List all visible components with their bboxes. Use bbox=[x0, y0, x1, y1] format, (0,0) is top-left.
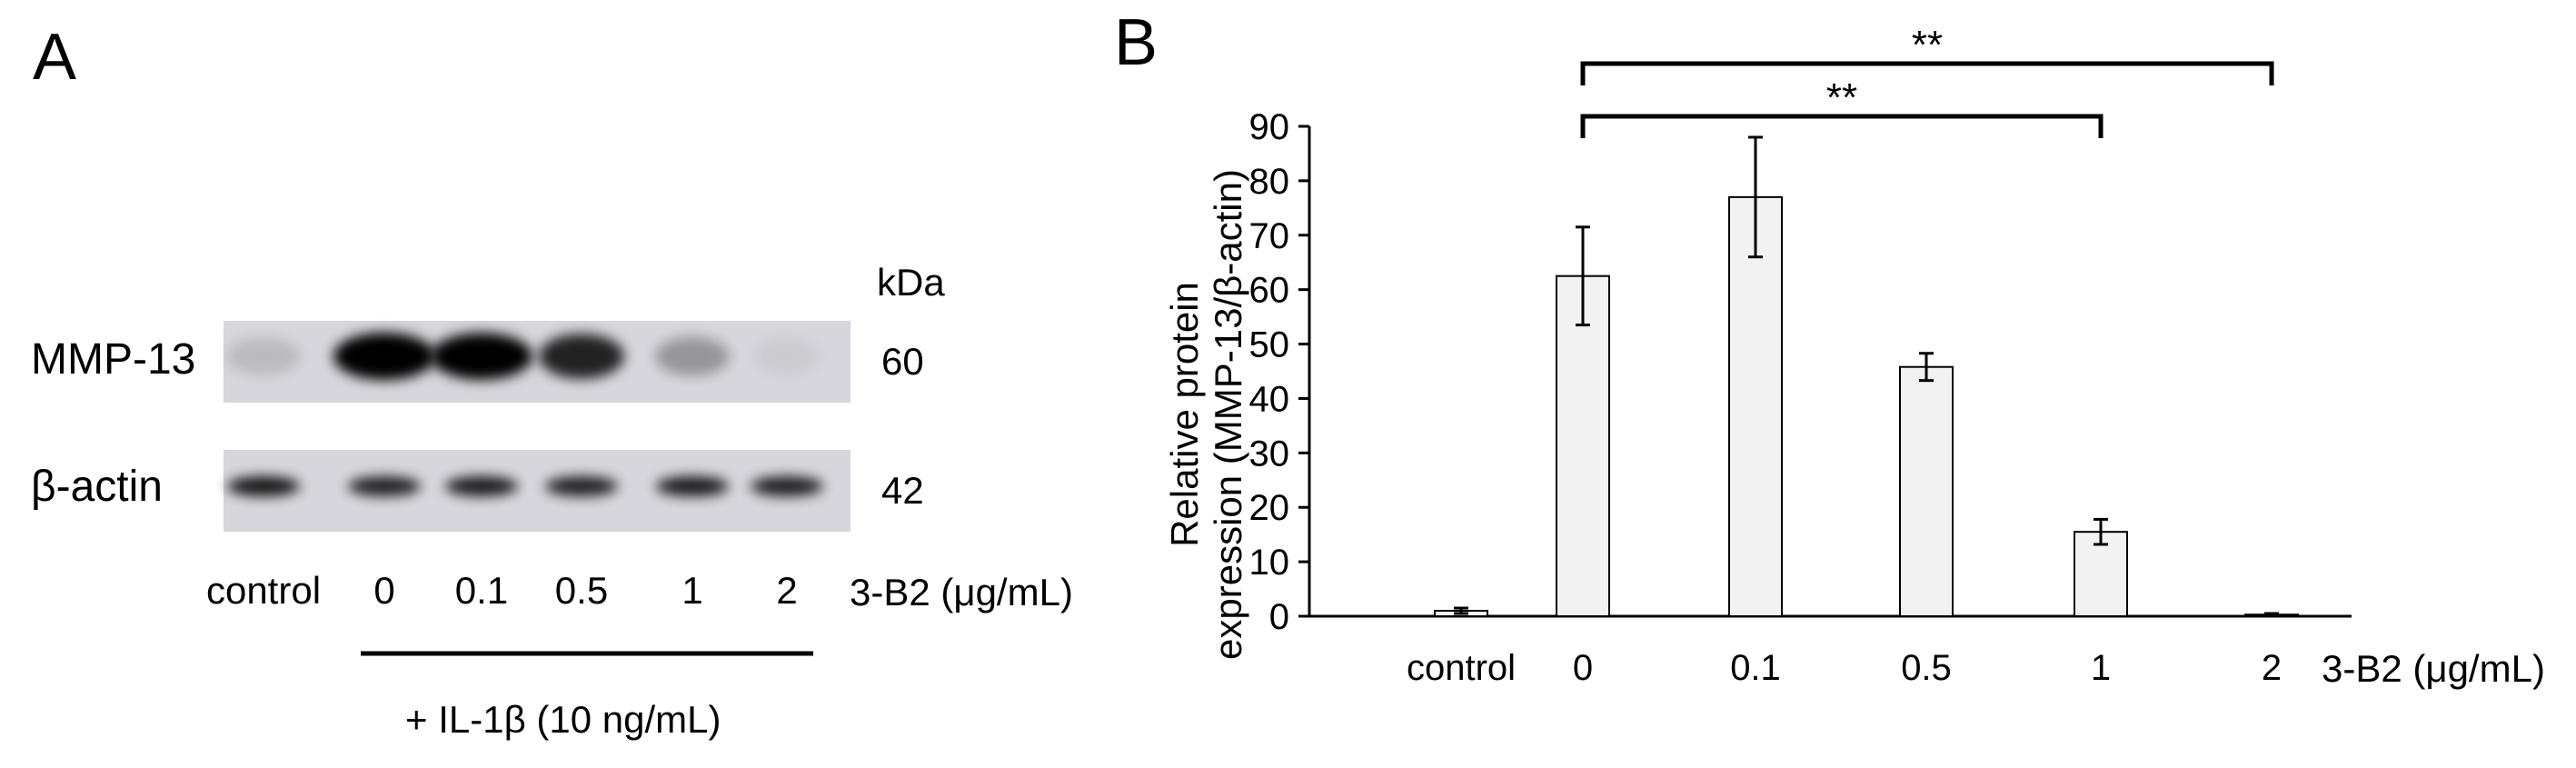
x-tick-label: 2 bbox=[2262, 648, 2282, 688]
mmp13-kda: 60 bbox=[881, 340, 924, 383]
mmp13-band bbox=[333, 333, 435, 380]
panel-b-letter: B bbox=[1114, 6, 1159, 79]
mmp13-label: MMP-13 bbox=[31, 335, 196, 384]
significance-label: ** bbox=[1826, 75, 1857, 120]
mmp13-band bbox=[754, 337, 820, 375]
bar-chart: ** ** 0 10 20 30 40 50 60 70 80 90 control 0 0.1 0.5 1 2 bbox=[1249, 23, 2352, 688]
blot-actin-strip bbox=[224, 450, 850, 532]
mmp13-band bbox=[226, 337, 301, 375]
actin-band bbox=[751, 476, 823, 496]
beta-actin-kda: 42 bbox=[881, 469, 924, 512]
beta-actin-label: β-actin bbox=[31, 463, 163, 511]
x-tick-label: 0 bbox=[1573, 648, 1593, 688]
significance-bracket bbox=[1580, 61, 2274, 85]
lane-label: 0.5 bbox=[554, 569, 609, 612]
western-blot bbox=[224, 321, 850, 656]
mmp13-band bbox=[655, 336, 730, 376]
y-tick-label: 80 bbox=[1249, 162, 1290, 202]
x-tick-label: 0.5 bbox=[1901, 648, 1952, 688]
y-axis-title-line2: expression (MMP-13/β-actin) bbox=[1207, 169, 1249, 660]
bar bbox=[2074, 531, 2128, 618]
x-tick-label: control bbox=[1407, 648, 1516, 688]
y-axis-title-line1: Relative protein bbox=[1163, 282, 1206, 547]
actin-band bbox=[545, 476, 618, 496]
mmp13-band bbox=[431, 333, 532, 380]
x-tick-label: 0.1 bbox=[1730, 648, 1781, 688]
lane-label: control bbox=[205, 569, 322, 612]
y-tick-label: 30 bbox=[1249, 434, 1290, 474]
actin-band bbox=[445, 476, 518, 496]
y-tick-label: 50 bbox=[1249, 325, 1290, 365]
y-tick-label: 60 bbox=[1249, 271, 1290, 311]
y-tick-label: 40 bbox=[1249, 379, 1290, 419]
actin-band bbox=[227, 476, 300, 496]
bar bbox=[1728, 195, 1783, 617]
bar bbox=[1899, 365, 1954, 617]
lane-label: 0.1 bbox=[454, 569, 509, 612]
actin-band bbox=[348, 476, 421, 496]
y-tick-label: 0 bbox=[1269, 597, 1289, 637]
mmp13-band bbox=[539, 334, 624, 379]
lane-label: 0 bbox=[373, 569, 395, 612]
lane-label: 1 bbox=[681, 569, 703, 612]
y-tick-label: 70 bbox=[1249, 216, 1290, 256]
kda-label: kDa bbox=[877, 261, 945, 304]
significance-label: ** bbox=[1912, 23, 1943, 67]
y-tick-label: 10 bbox=[1249, 543, 1290, 583]
actin-band bbox=[656, 476, 729, 496]
blot-mmp13-strip bbox=[224, 321, 850, 403]
il1b-group-label: + IL-1β (10 ng/mL) bbox=[405, 698, 721, 741]
treatment-label-a: 3-B2 (μg/mL) bbox=[850, 571, 1073, 613]
treatment-label-b: 3-B2 (μg/mL) bbox=[2322, 647, 2545, 690]
y-tick-label: 20 bbox=[1249, 488, 1290, 528]
lane-label: 2 bbox=[776, 569, 798, 612]
x-tick-label: 1 bbox=[2091, 648, 2111, 688]
panel-a-letter: A bbox=[33, 21, 77, 94]
y-tick-label: 90 bbox=[1249, 107, 1290, 147]
bar bbox=[1556, 274, 1610, 617]
significance-bracket bbox=[1580, 114, 2104, 138]
